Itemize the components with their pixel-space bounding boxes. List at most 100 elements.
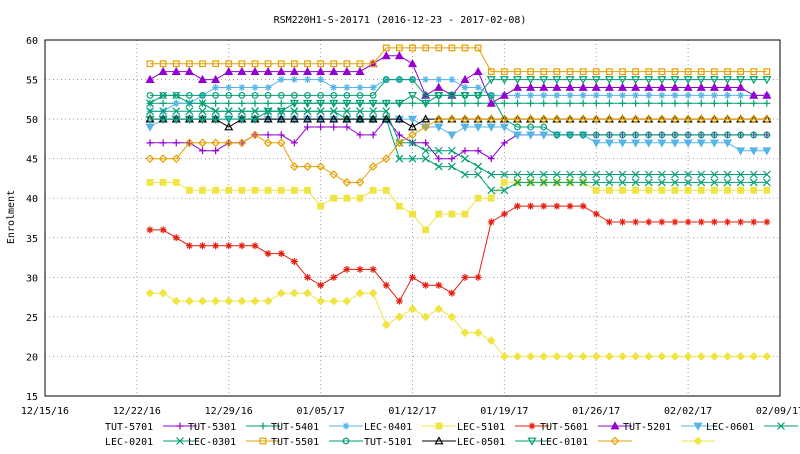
- data-point: [394, 51, 404, 60]
- data-point: [578, 114, 588, 124]
- data-point: [434, 82, 444, 91]
- data-point: [329, 107, 338, 116]
- data-point: [539, 82, 549, 91]
- y-tick-label: 30: [26, 273, 38, 284]
- data-point: [762, 147, 772, 156]
- data-point: [316, 66, 326, 76]
- data-point: [316, 107, 325, 116]
- data-point: [146, 99, 154, 108]
- data-point: [618, 170, 627, 179]
- data-point: [461, 44, 469, 52]
- data-point: [238, 99, 246, 107]
- data-point: [342, 114, 352, 123]
- data-point: [145, 288, 155, 298]
- data-point: [211, 107, 220, 116]
- data-point: [224, 138, 234, 148]
- data-point: [684, 99, 692, 107]
- data-point: [671, 178, 679, 187]
- data-point: [777, 422, 785, 430]
- legend-item: TUT-5301: [188, 422, 280, 433]
- data-point: [658, 131, 666, 139]
- data-point: [592, 68, 600, 76]
- data-point: [407, 91, 418, 101]
- data-point: [290, 258, 298, 266]
- data-point: [395, 202, 403, 210]
- data-point: [749, 352, 759, 361]
- data-point: [421, 146, 430, 155]
- data-point: [645, 68, 653, 76]
- data-point: [696, 82, 706, 91]
- data-point: [395, 131, 403, 139]
- data-point: [251, 60, 259, 68]
- data-point: [658, 91, 666, 99]
- data-point: [212, 91, 220, 99]
- data-point: [605, 91, 613, 99]
- data-point: [304, 76, 311, 84]
- data-point: [710, 218, 718, 226]
- data-point: [527, 91, 535, 99]
- data-point: [302, 99, 313, 109]
- data-point: [487, 194, 495, 202]
- series-lec-5101: [146, 202, 771, 305]
- data-point: [185, 186, 193, 194]
- data-point: [448, 44, 456, 52]
- data-point: [671, 99, 679, 107]
- data-point: [171, 115, 181, 124]
- data-point: [736, 178, 745, 187]
- data-point: [763, 186, 771, 194]
- data-point: [579, 170, 588, 179]
- data-point: [448, 289, 456, 297]
- data-point: [461, 210, 469, 218]
- data-point: [566, 170, 574, 179]
- data-point: [592, 91, 600, 99]
- data-point: [381, 99, 391, 109]
- data-point: [395, 312, 404, 322]
- legend-label: TUT-5701: [105, 422, 153, 433]
- data-point: [369, 186, 377, 194]
- data-point: [263, 114, 273, 123]
- data-point: [539, 114, 549, 124]
- data-point: [474, 170, 483, 179]
- data-point: [330, 91, 338, 99]
- data-point: [304, 186, 311, 194]
- data-point: [632, 68, 640, 76]
- data-point: [500, 114, 509, 124]
- data-point: [500, 352, 509, 361]
- data-point: [448, 155, 456, 163]
- data-point: [330, 273, 338, 281]
- data-point: [447, 131, 457, 140]
- y-tick-label: 45: [26, 155, 38, 166]
- data-point: [514, 68, 521, 76]
- data-point: [527, 123, 535, 131]
- data-point: [317, 281, 325, 289]
- data-point: [684, 131, 692, 139]
- data-point: [486, 123, 496, 132]
- data-point: [619, 186, 626, 194]
- data-point: [290, 91, 298, 99]
- data-point: [355, 288, 365, 298]
- data-point: [645, 91, 653, 99]
- series-line: [149, 94, 767, 175]
- data-point: [552, 170, 561, 179]
- data-point: [749, 90, 759, 99]
- data-point: [724, 186, 731, 194]
- data-point: [159, 139, 167, 147]
- data-point: [487, 186, 496, 195]
- legend-item: TUT-5401: [271, 422, 363, 433]
- data-point: [146, 60, 154, 68]
- data-point: [172, 60, 180, 68]
- data-point: [434, 304, 444, 314]
- data-point: [316, 296, 325, 306]
- data-point: [552, 82, 562, 91]
- data-point: [592, 99, 600, 107]
- data-point: [421, 312, 430, 322]
- data-point: [421, 154, 430, 163]
- data-point: [474, 162, 483, 171]
- data-point: [421, 122, 430, 132]
- data-point: [435, 281, 443, 289]
- data-point: [619, 99, 626, 107]
- data-point: [382, 186, 390, 194]
- data-point: [657, 352, 667, 361]
- data-point: [146, 91, 154, 99]
- data-point: [658, 218, 666, 226]
